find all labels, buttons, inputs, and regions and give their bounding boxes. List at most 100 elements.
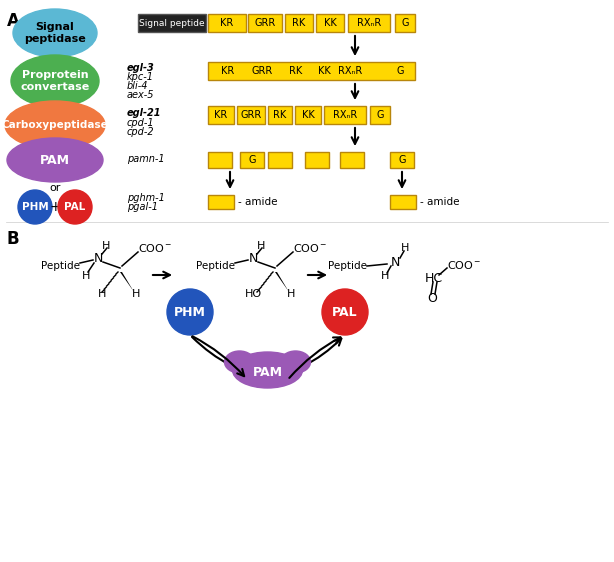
Bar bbox=[237, 106, 265, 124]
Text: H: H bbox=[82, 271, 90, 281]
Text: N: N bbox=[391, 256, 400, 269]
Text: G: G bbox=[376, 110, 384, 120]
Text: egl-21: egl-21 bbox=[127, 108, 161, 118]
Text: PHM: PHM bbox=[174, 306, 206, 319]
Text: PAL: PAL bbox=[332, 306, 358, 319]
Text: H: H bbox=[401, 243, 409, 253]
Bar bbox=[208, 14, 246, 32]
Text: Peptide: Peptide bbox=[328, 261, 367, 271]
Polygon shape bbox=[275, 272, 289, 292]
Circle shape bbox=[167, 289, 213, 335]
Text: HC: HC bbox=[425, 271, 443, 284]
FancyArrowPatch shape bbox=[192, 336, 244, 376]
Text: KK: KK bbox=[301, 110, 314, 120]
Text: GRR: GRR bbox=[240, 110, 262, 120]
Text: cpd-1: cpd-1 bbox=[127, 118, 155, 128]
Text: KR: KR bbox=[214, 110, 228, 120]
Text: H: H bbox=[257, 241, 265, 251]
Text: Signal
peptidase: Signal peptidase bbox=[24, 22, 86, 44]
Bar bbox=[248, 14, 282, 32]
Text: - amide: - amide bbox=[238, 197, 278, 207]
Text: Peptide: Peptide bbox=[41, 261, 80, 271]
Bar bbox=[324, 106, 366, 124]
Text: Proprotein
convertase: Proprotein convertase bbox=[20, 70, 90, 92]
Text: aex-5: aex-5 bbox=[127, 90, 155, 100]
Circle shape bbox=[18, 190, 52, 224]
Bar bbox=[208, 106, 234, 124]
Text: GRR: GRR bbox=[251, 66, 273, 76]
Ellipse shape bbox=[7, 138, 103, 182]
Text: kpc-1: kpc-1 bbox=[127, 72, 154, 82]
Text: H: H bbox=[381, 271, 389, 281]
Text: H: H bbox=[132, 289, 140, 299]
Text: RK: RK bbox=[292, 18, 306, 28]
Bar bbox=[390, 195, 416, 209]
Bar bbox=[268, 106, 292, 124]
Text: cpd-2: cpd-2 bbox=[127, 127, 155, 137]
Text: RK: RK bbox=[289, 66, 303, 76]
Bar bbox=[285, 14, 313, 32]
Text: H: H bbox=[98, 289, 106, 299]
Text: bli-4: bli-4 bbox=[127, 81, 149, 91]
Text: RXₙR: RXₙR bbox=[338, 66, 362, 76]
Bar bbox=[340, 152, 364, 168]
Ellipse shape bbox=[281, 351, 311, 373]
Circle shape bbox=[322, 289, 368, 335]
Text: COO$^-$: COO$^-$ bbox=[138, 242, 173, 254]
Bar bbox=[240, 152, 264, 168]
Text: PAM: PAM bbox=[40, 153, 70, 166]
Bar bbox=[208, 152, 232, 168]
Text: - amide: - amide bbox=[420, 197, 459, 207]
Text: egl-3: egl-3 bbox=[127, 63, 155, 73]
Bar bbox=[208, 62, 415, 80]
Text: +: + bbox=[49, 200, 61, 214]
Text: PAM: PAM bbox=[252, 365, 282, 378]
Text: or: or bbox=[49, 183, 61, 193]
Ellipse shape bbox=[13, 9, 97, 57]
Text: G: G bbox=[248, 155, 256, 165]
Text: GRR: GRR bbox=[254, 18, 276, 28]
Text: Signal peptide: Signal peptide bbox=[139, 19, 205, 28]
Text: G: G bbox=[398, 155, 406, 165]
Text: H: H bbox=[102, 241, 110, 251]
Text: O: O bbox=[427, 292, 437, 305]
Text: pamn-1: pamn-1 bbox=[127, 154, 165, 164]
Text: KK: KK bbox=[324, 18, 336, 28]
Text: pgal-1: pgal-1 bbox=[127, 202, 158, 212]
Bar bbox=[390, 152, 414, 168]
Circle shape bbox=[58, 190, 92, 224]
Ellipse shape bbox=[5, 101, 105, 149]
Bar bbox=[138, 14, 206, 32]
Text: G: G bbox=[402, 18, 409, 28]
Text: pghm-1: pghm-1 bbox=[127, 193, 165, 203]
Bar bbox=[295, 106, 321, 124]
Bar bbox=[208, 195, 234, 209]
Text: KR: KR bbox=[220, 18, 233, 28]
Text: Peptide: Peptide bbox=[196, 261, 235, 271]
Text: COO$^-$: COO$^-$ bbox=[293, 242, 327, 254]
Text: N: N bbox=[93, 252, 103, 265]
Bar bbox=[348, 14, 390, 32]
Text: H: H bbox=[287, 289, 295, 299]
Ellipse shape bbox=[11, 55, 99, 107]
Text: Carboxypeptidase: Carboxypeptidase bbox=[2, 120, 109, 130]
Text: HO: HO bbox=[244, 289, 262, 299]
Text: RK: RK bbox=[273, 110, 287, 120]
Text: PHM: PHM bbox=[21, 202, 49, 212]
Text: RXₙR: RXₙR bbox=[333, 110, 357, 120]
Text: G: G bbox=[396, 66, 404, 76]
FancyArrowPatch shape bbox=[289, 337, 341, 378]
FancyArrowPatch shape bbox=[192, 337, 341, 374]
Polygon shape bbox=[120, 272, 134, 292]
Bar bbox=[268, 152, 292, 168]
Text: KK: KK bbox=[317, 66, 330, 76]
Text: COO$^-$: COO$^-$ bbox=[447, 259, 481, 271]
Text: A: A bbox=[7, 12, 20, 30]
Text: KR: KR bbox=[222, 66, 235, 76]
Bar bbox=[316, 14, 344, 32]
Text: N: N bbox=[248, 252, 258, 265]
Text: B: B bbox=[7, 230, 20, 248]
Ellipse shape bbox=[225, 351, 254, 373]
Bar bbox=[305, 152, 329, 168]
Text: RXₙR: RXₙR bbox=[357, 18, 381, 28]
